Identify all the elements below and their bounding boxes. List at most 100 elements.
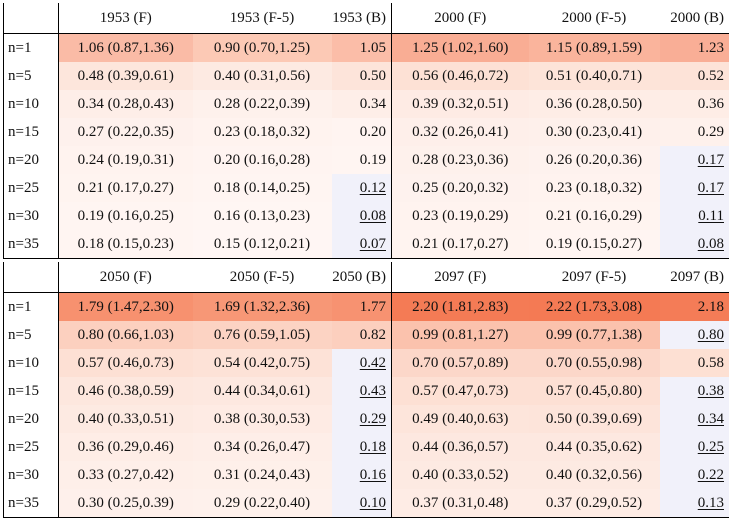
value-cell: 0.43 (331, 377, 392, 405)
cell-text: 0.48 (0.39,0.61) (77, 68, 174, 84)
estimate-cell: 0.40 (0.33,0.52) (391, 461, 529, 489)
estimate-cell: 0.23 (0.19,0.29) (391, 202, 529, 230)
cell-text: 1.05 (359, 40, 386, 56)
row-label: n=30 (3, 461, 59, 489)
row-label: n=15 (3, 118, 59, 146)
value-cell: 1.77 (331, 292, 392, 321)
table-row: n=1 1.06 (0.87,1.36) 0.90 (0.70,1.25) 1.05 1… (3, 33, 729, 62)
estimate-cell: 0.33 (0.27,0.42) (58, 461, 193, 489)
value-cell: 0.08 (659, 230, 729, 259)
cell-text: 0.24 (0.19,0.31) (77, 152, 174, 168)
table-row: n=35 0.30 (0.25,0.39) 0.29 (0.22,0.40) 0.10… (3, 489, 729, 518)
cell-text: 1.15 (0.89,1.59) (545, 40, 643, 56)
row-label: n=5 (3, 62, 59, 90)
cell-text: 0.36 (0.29,0.46) (77, 439, 174, 455)
estimate-cell: 0.99 (0.77,1.38) (528, 321, 660, 349)
cell-text: 0.21 (0.17,0.27) (77, 180, 174, 196)
value-cell: 0.36 (659, 90, 729, 118)
cell-text: 0.25 (0.20,0.32) (412, 180, 509, 196)
value-cell: 0.13 (659, 489, 729, 518)
column-header: 1953 (F-5) (192, 3, 332, 34)
estimate-cell: 0.19 (0.16,0.25) (58, 202, 193, 230)
cell-text: 0.50 (0.39,0.69) (545, 411, 643, 427)
cell-text: 0.29 (359, 411, 386, 427)
estimate-cell: 0.24 (0.19,0.31) (58, 146, 193, 174)
cell-text: 0.43 (359, 383, 386, 399)
cell-text: 0.99 (0.77,1.38) (545, 327, 643, 343)
cell-text: 0.29 (697, 124, 724, 140)
cell-text: 0.12 (359, 180, 386, 196)
estimate-cell: 0.27 (0.22,0.35) (58, 118, 193, 146)
cell-text: 0.70 (0.55,0.98) (545, 355, 643, 371)
estimate-cell: 0.57 (0.46,0.73) (58, 349, 193, 377)
estimate-cell: 0.80 (0.66,1.03) (58, 321, 193, 349)
estimate-cell: 0.36 (0.29,0.46) (58, 433, 193, 461)
cell-text: 0.40 (0.33,0.51) (77, 411, 174, 427)
estimate-cell: 0.19 (0.15,0.27) (528, 230, 660, 259)
cell-text: 0.40 (0.31,0.56) (213, 68, 311, 84)
estimate-cell: 0.25 (0.20,0.32) (391, 174, 529, 202)
estimate-cell: 0.30 (0.25,0.39) (58, 489, 193, 518)
column-header: 2000 (F) (391, 3, 529, 34)
value-cell: 0.19 (331, 146, 392, 174)
cell-text: 0.08 (697, 236, 724, 252)
estimate-cell: 0.44 (0.34,0.61) (192, 377, 332, 405)
estimate-cell: 1.69 (1.32,2.36) (192, 292, 332, 321)
cell-text: 1.06 (0.87,1.36) (77, 40, 174, 56)
estimate-cell: 0.40 (0.32,0.56) (528, 461, 660, 489)
estimate-cell: 0.21 (0.17,0.27) (58, 174, 193, 202)
cell-text: 0.19 (0.16,0.25) (77, 208, 174, 224)
cell-text: 0.16 (0.13,0.23) (213, 208, 311, 224)
estimate-cell: 0.32 (0.26,0.41) (391, 118, 529, 146)
row-label: n=20 (3, 405, 59, 433)
cell-text: 0.58 (697, 355, 724, 371)
cell-text: 0.30 (0.25,0.39) (77, 495, 174, 511)
value-cell: 0.07 (331, 230, 392, 259)
cell-text: 0.22 (697, 467, 724, 483)
cell-text: 0.36 (697, 96, 724, 112)
value-cell: 0.17 (659, 146, 729, 174)
row-label: n=25 (3, 433, 59, 461)
cell-text: 1.79 (1.47,2.30) (77, 299, 174, 315)
column-header: 2050 (F-5) (192, 262, 332, 293)
column-header: 2097 (F) (391, 262, 529, 293)
estimate-cell: 0.37 (0.29,0.52) (528, 489, 660, 518)
cell-text: 1.23 (697, 40, 724, 56)
estimate-cell: 0.34 (0.26,0.47) (192, 433, 332, 461)
row-label: n=10 (3, 90, 59, 118)
value-cell: 0.18 (331, 433, 392, 461)
cell-text: 1.69 (1.32,2.36) (213, 299, 311, 315)
column-header: 2050 (B) (331, 262, 392, 293)
table-row: n=15 0.27 (0.22,0.35) 0.23 (0.18,0.32) 0.20… (3, 118, 729, 146)
estimate-cell: 0.21 (0.17,0.27) (391, 230, 529, 259)
cell-text: 1.77 (359, 299, 386, 315)
cell-text: 0.52 (697, 68, 724, 84)
estimate-cell: 0.99 (0.81,1.27) (391, 321, 529, 349)
cell-text: 0.76 (0.59,1.05) (213, 327, 311, 343)
estimate-cell: 0.76 (0.59,1.05) (192, 321, 332, 349)
table-row: n=10 0.57 (0.46,0.73) 0.54 (0.42,0.75) 0.42… (3, 349, 729, 377)
table-row: n=25 0.36 (0.29,0.46) 0.34 (0.26,0.47) 0.18… (3, 433, 729, 461)
cell-text: 0.30 (0.23,0.41) (545, 124, 643, 140)
value-cell: 0.50 (331, 62, 392, 90)
cell-text: 0.37 (0.29,0.52) (545, 495, 643, 511)
estimate-cell: 0.23 (0.18,0.32) (192, 118, 332, 146)
corner-cell (3, 3, 59, 34)
estimate-cell: 2.22 (1.73,3.08) (528, 292, 660, 321)
value-cell: 2.18 (659, 292, 729, 321)
cell-text: 0.23 (0.18,0.32) (213, 124, 311, 140)
row-label: n=5 (3, 321, 59, 349)
cell-text: 0.21 (0.17,0.27) (412, 236, 509, 252)
cell-text: 0.40 (0.33,0.52) (412, 467, 509, 483)
estimate-cell: 0.39 (0.32,0.51) (391, 90, 529, 118)
cell-text: 0.44 (0.34,0.61) (213, 383, 311, 399)
cell-text: 0.19 (0.15,0.27) (545, 236, 643, 252)
value-cell: 0.34 (331, 90, 392, 118)
estimate-cell: 0.38 (0.30,0.53) (192, 405, 332, 433)
cell-text: 0.51 (0.40,0.71) (545, 68, 643, 84)
row-label: n=35 (3, 489, 59, 518)
estimate-cell: 0.15 (0.12,0.21) (192, 230, 332, 259)
value-cell: 0.17 (659, 174, 729, 202)
value-cell: 0.42 (331, 349, 392, 377)
value-cell: 0.34 (659, 405, 729, 433)
